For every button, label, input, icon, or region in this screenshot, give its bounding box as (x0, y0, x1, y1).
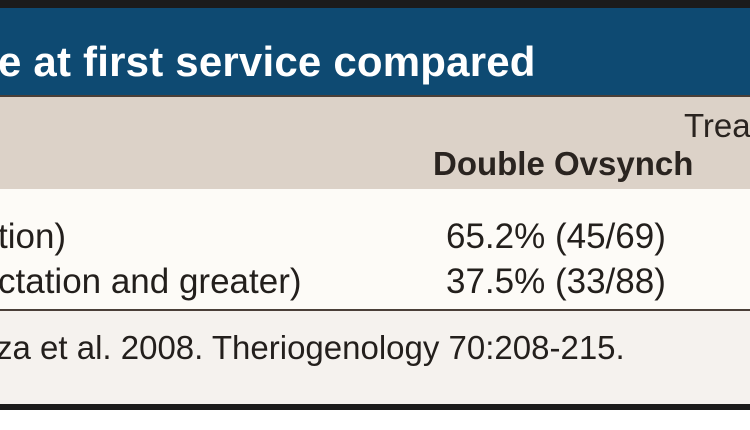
row-value: 37.5% (33/88) (446, 262, 666, 301)
header-column-label: Double Ovsynch (433, 145, 694, 182)
table-body: tion) 65.2% (45/69) ctation and greater)… (0, 189, 750, 309)
divider (0, 309, 750, 311)
footnote-area: za et al. 2008. Theriogenology 70:208-21… (0, 311, 750, 404)
row-label: tion) (0, 217, 67, 256)
bottom-margin (0, 410, 750, 430)
table-title: e at first service compared (0, 38, 536, 85)
bottom-border (0, 404, 750, 410)
row-value: 65.2% (45/69) (446, 217, 666, 256)
row-label: ctation and greater) (0, 262, 302, 301)
title-bar: e at first service compared (0, 8, 750, 95)
table-header: Trea Double Ovsynch (0, 95, 750, 191)
top-border (0, 0, 750, 8)
header-group-label: Trea (684, 107, 750, 144)
source-footnote: za et al. 2008. Theriogenology 70:208-21… (0, 329, 625, 366)
